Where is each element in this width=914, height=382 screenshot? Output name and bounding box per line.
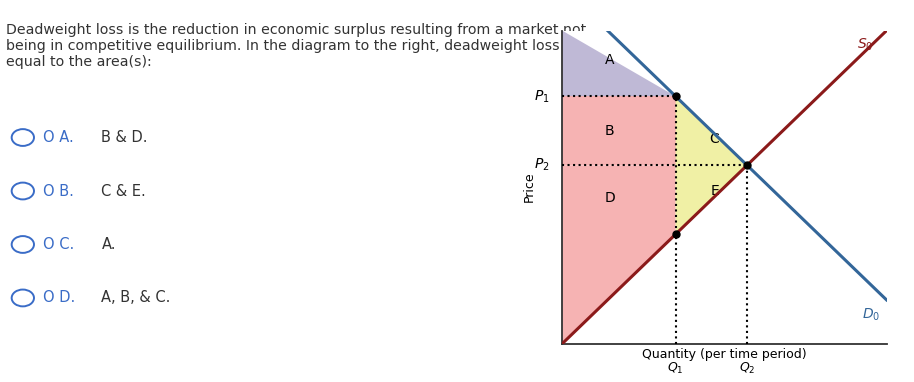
- Text: A, B, & C.: A, B, & C.: [101, 290, 171, 306]
- Polygon shape: [562, 165, 675, 344]
- X-axis label: Quantity (per time period): Quantity (per time period): [642, 348, 807, 361]
- Text: C & E.: C & E.: [101, 183, 146, 199]
- Polygon shape: [562, 31, 675, 96]
- Text: O C.: O C.: [43, 237, 74, 252]
- Text: $Q_2$: $Q_2$: [739, 361, 755, 376]
- Text: O D.: O D.: [43, 290, 75, 306]
- Polygon shape: [675, 96, 747, 165]
- Text: $P_1$: $P_1$: [534, 88, 549, 105]
- Text: O A.: O A.: [43, 130, 74, 145]
- Polygon shape: [562, 96, 675, 165]
- Polygon shape: [675, 165, 747, 234]
- Text: C: C: [710, 132, 719, 146]
- Text: E: E: [710, 185, 719, 198]
- Text: O B.: O B.: [43, 183, 74, 199]
- Text: Deadweight loss is the reduction in economic surplus resulting from a market not: Deadweight loss is the reduction in econ…: [6, 23, 587, 69]
- Text: A: A: [605, 53, 614, 67]
- Text: Price: Price: [523, 172, 537, 202]
- Text: $Q_1$: $Q_1$: [667, 361, 684, 376]
- Text: D: D: [604, 191, 615, 205]
- Text: A.: A.: [101, 237, 116, 252]
- Text: B: B: [605, 124, 614, 138]
- Text: $P_2$: $P_2$: [534, 157, 549, 173]
- Text: $D_0$: $D_0$: [862, 306, 880, 323]
- Text: $S_0$: $S_0$: [857, 37, 874, 53]
- Text: B & D.: B & D.: [101, 130, 148, 145]
